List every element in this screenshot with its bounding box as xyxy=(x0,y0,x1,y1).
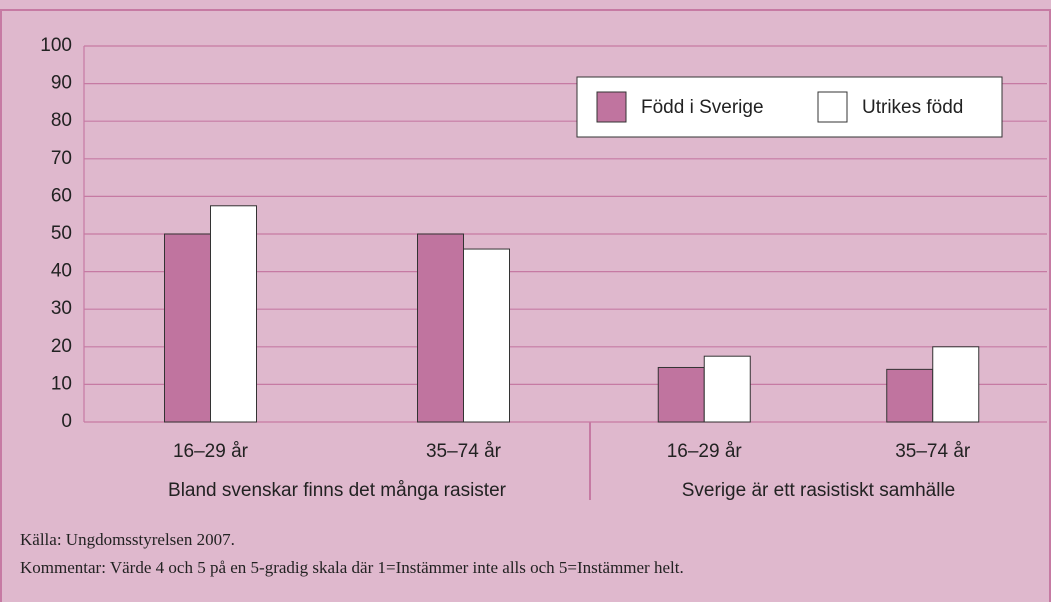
x-tick-label: 16–29 år xyxy=(667,441,743,462)
source-note: Källa: Ungdomsstyrelsen 2007. xyxy=(20,530,235,549)
y-tick-label: 20 xyxy=(51,336,72,357)
group-label: Bland svenskar finns det många rasister xyxy=(168,480,507,501)
y-tick-label: 70 xyxy=(51,148,72,169)
y-tick-label: 0 xyxy=(61,411,72,432)
y-tick-label: 80 xyxy=(51,110,72,131)
legend-box xyxy=(576,76,1003,138)
x-tick-label: 16–29 år xyxy=(173,441,249,462)
x-tick-label: 35–74 år xyxy=(895,441,971,462)
bar xyxy=(886,368,934,423)
bar xyxy=(657,366,705,423)
y-tick-label: 100 xyxy=(40,35,72,56)
bar xyxy=(417,233,464,423)
group-label: Sverige är ett rasistiskt samhälle xyxy=(682,480,956,501)
legend-swatch xyxy=(817,91,848,123)
bar xyxy=(463,248,510,423)
y-tick-label: 10 xyxy=(51,373,72,394)
legend-label: Utrikes född xyxy=(862,97,963,118)
bar xyxy=(703,355,751,423)
y-tick-label: 90 xyxy=(51,73,72,94)
y-tick-label: 30 xyxy=(51,298,72,319)
x-tick-label: 35–74 år xyxy=(426,441,502,462)
y-tick-label: 60 xyxy=(51,185,72,206)
bar xyxy=(932,346,980,423)
y-tick-label: 40 xyxy=(51,261,72,282)
legend-swatch xyxy=(596,91,627,123)
y-tick-label: 50 xyxy=(51,223,72,244)
bar xyxy=(164,233,211,423)
legend-label: Född i Sverige xyxy=(641,97,764,118)
comment-note: Kommentar: Värde 4 och 5 på en 5-gradig … xyxy=(20,558,684,577)
bar xyxy=(210,205,257,423)
